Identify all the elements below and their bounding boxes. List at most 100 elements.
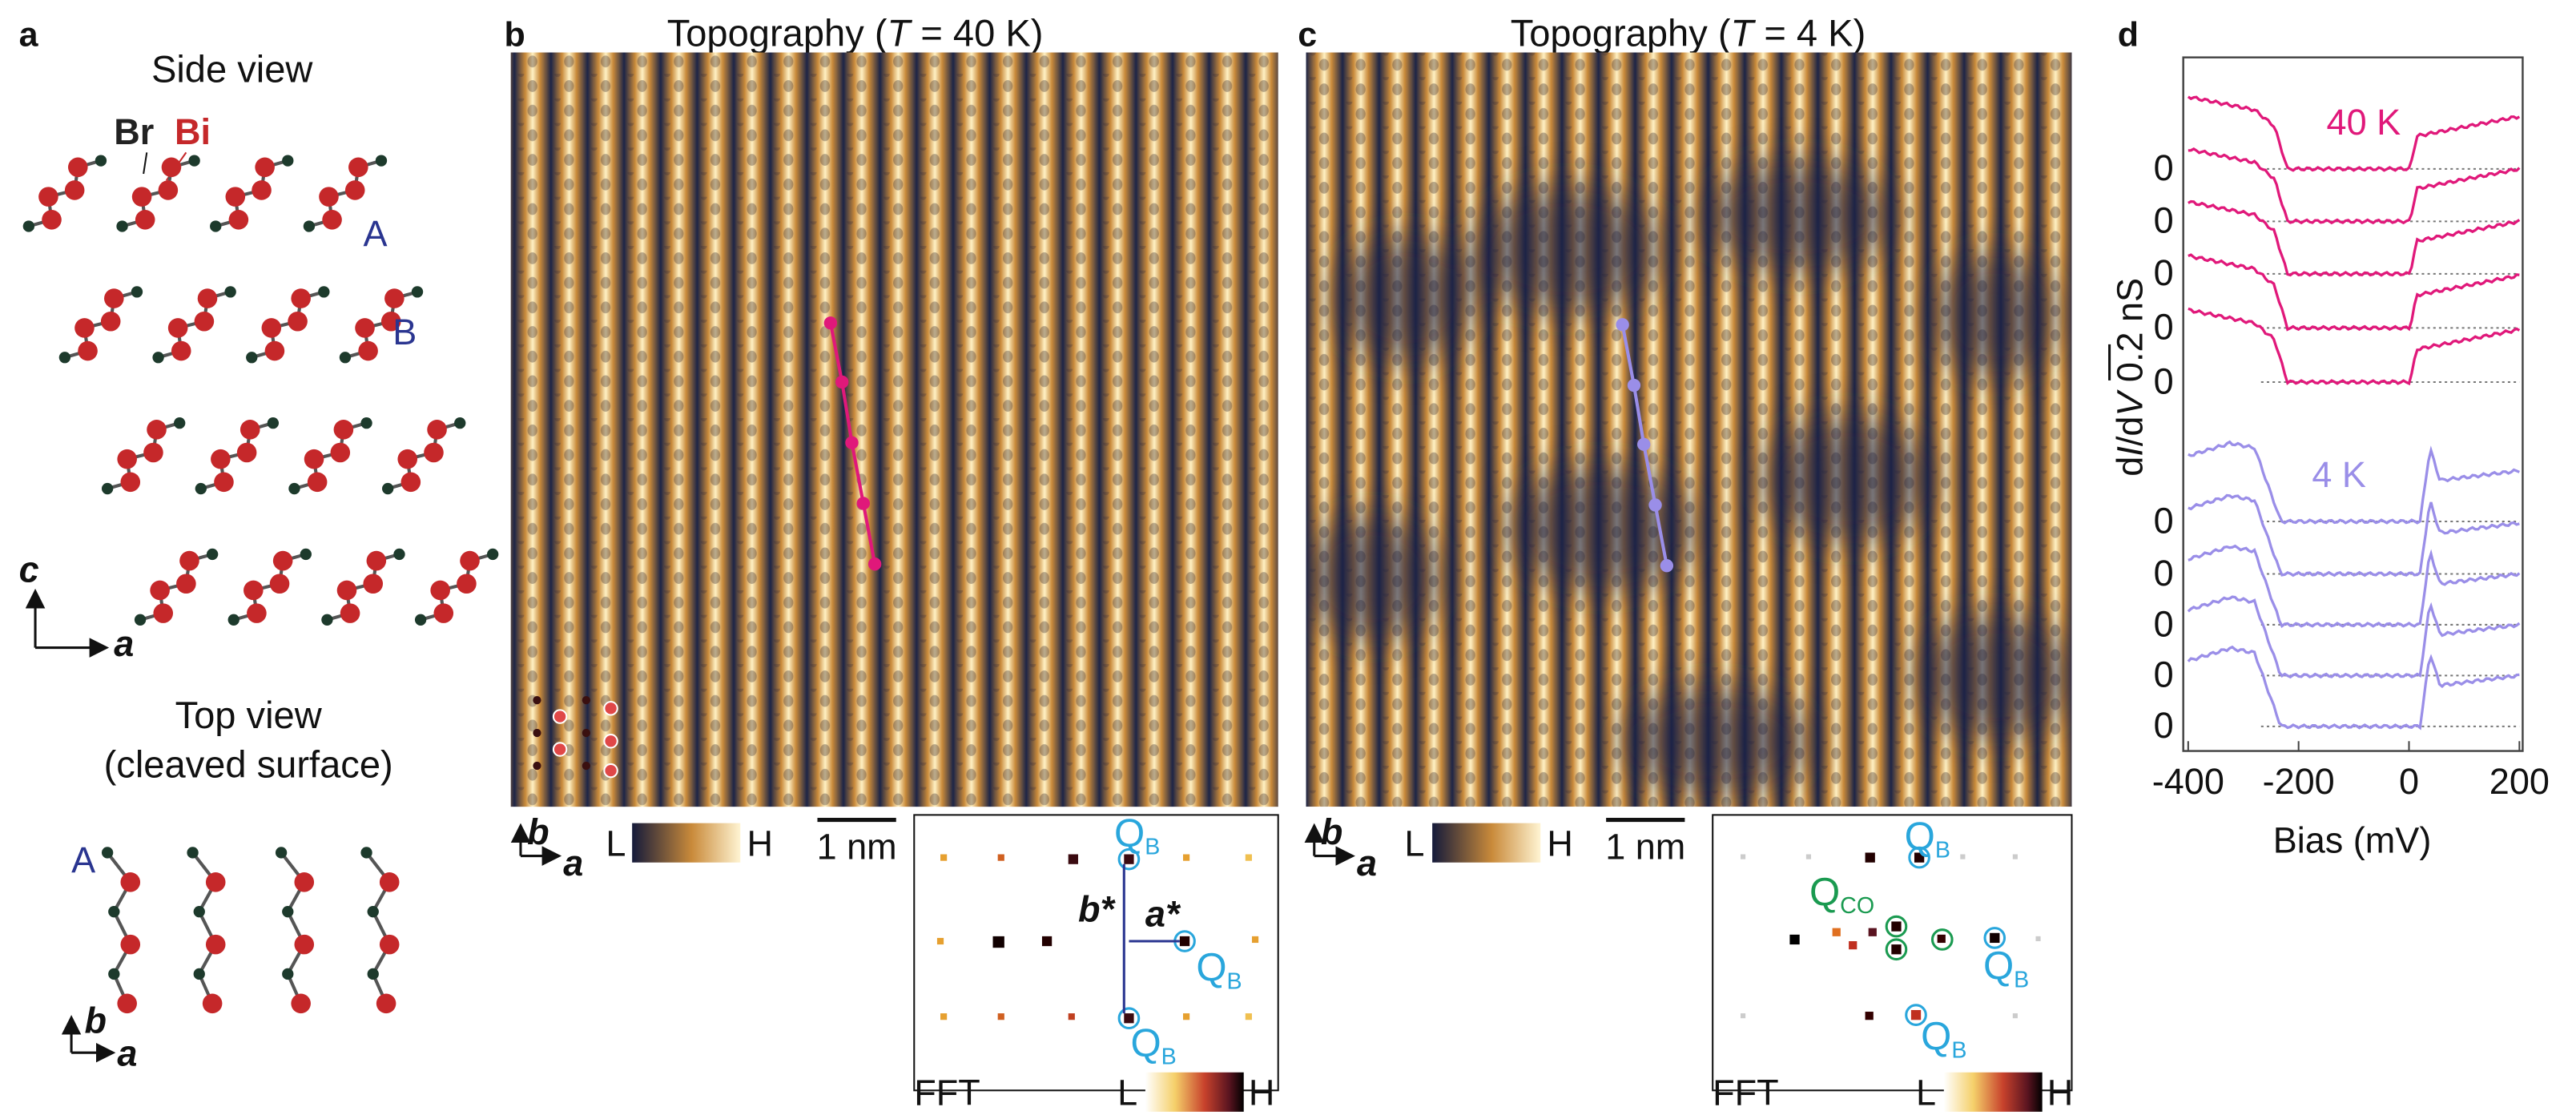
- top-view-chain: [187, 847, 225, 1013]
- baseline-label: 0: [2154, 307, 2174, 348]
- layer-label: A: [71, 839, 95, 880]
- axis-label: b: [1321, 811, 1343, 852]
- spectrum-curve: [2187, 95, 2521, 172]
- panel-letter: d: [2118, 15, 2139, 54]
- side-view-title: Side view: [151, 47, 313, 90]
- molecule: [102, 417, 185, 494]
- colorbar: [1145, 1072, 1244, 1112]
- side-view-structure: [23, 155, 499, 626]
- spectrum-curve: [2188, 253, 2520, 332]
- overlay-atoms: [533, 695, 618, 779]
- molecule: [135, 549, 218, 626]
- spectrum-curve: [2187, 595, 2521, 679]
- q-label: QB: [1114, 811, 1160, 859]
- layer-label: A: [363, 213, 387, 254]
- bi-label: Bi: [175, 111, 211, 152]
- scale-bar-label: 1 nm: [1605, 827, 1685, 867]
- scale-bar-label: 1 nm: [817, 827, 897, 867]
- reciprocal-label: b*: [1078, 888, 1116, 929]
- spectrum-curve: [2188, 307, 2521, 386]
- colorbar-low: L: [606, 823, 626, 864]
- fft-peaks: [1740, 846, 2041, 1026]
- q-label: QB: [1921, 1015, 1966, 1063]
- spectra: 0 0 0 0 0 0 0 0 0 0: [2154, 95, 2521, 746]
- molecule: [152, 286, 235, 363]
- temperature-label: 40 K: [2327, 102, 2401, 143]
- q-label: QB: [1905, 815, 1950, 863]
- panel-letter: b: [505, 15, 525, 54]
- chain-marker: [823, 316, 882, 571]
- fft-image: [913, 814, 1279, 1092]
- molecule: [116, 155, 199, 231]
- temperature-label: 4 K: [2312, 454, 2366, 495]
- baseline-label: 0: [2154, 553, 2174, 594]
- axis-label: b: [527, 811, 549, 852]
- colorbar-high: H: [1249, 1073, 1275, 1113]
- panel-title: Topography (T = 4 K): [1511, 11, 1866, 54]
- baseline-label: 0: [2154, 200, 2174, 241]
- panel-title: Topography (T = 40 K): [667, 11, 1044, 54]
- baseline-label: 0: [2154, 654, 2174, 695]
- plot-frame: [2182, 56, 2524, 752]
- spectrum-curve: [2188, 199, 2521, 277]
- top-view-chain: [276, 847, 314, 1013]
- molecule: [228, 549, 312, 626]
- x-tick-label: -200: [2263, 761, 2335, 802]
- baseline-label: 0: [2154, 252, 2174, 293]
- x-tick-label: 0: [2399, 761, 2419, 802]
- molecule: [195, 417, 279, 494]
- fft-label: FFT: [914, 1073, 980, 1113]
- top-view-chain: [360, 847, 399, 1013]
- molecule: [288, 417, 372, 494]
- panel-letter: a: [19, 15, 39, 54]
- x-tick-label: 200: [2489, 761, 2550, 802]
- molecule: [382, 417, 465, 494]
- molecule: [321, 549, 405, 626]
- axis-label: b: [84, 1000, 106, 1041]
- spectrum-curve: [2188, 493, 2520, 578]
- x-axis-label: Bias (mV): [2273, 819, 2432, 860]
- q-label: QB: [1196, 946, 1242, 994]
- colorbar: [632, 823, 741, 863]
- layer-label: B: [392, 312, 417, 352]
- spectrum-curve: [2188, 147, 2521, 225]
- axis-label: a: [117, 1033, 137, 1074]
- baseline-label: 0: [2154, 603, 2174, 644]
- charge-order-contrast: [1306, 159, 2072, 799]
- colorbar: [1432, 823, 1541, 863]
- chain-marker: [1616, 318, 1674, 573]
- baseline-label: 0: [2154, 147, 2174, 188]
- br-label: Br: [114, 111, 154, 152]
- panel-letter: c: [1298, 15, 1317, 54]
- colorbar-low: L: [1404, 823, 1424, 864]
- spectrum-curve: [2188, 544, 2521, 629]
- colorbar-high: H: [747, 823, 773, 864]
- axis-label: a: [563, 843, 583, 884]
- reciprocal-label: a*: [1145, 894, 1181, 935]
- top-view-title: Top view: [175, 694, 323, 736]
- colorbar: [1943, 1072, 2043, 1112]
- baseline-label: 0: [2154, 705, 2174, 746]
- axis-label: c: [19, 549, 39, 590]
- colorbar-low: L: [1117, 1073, 1137, 1113]
- y-axis-label: dI/dV 0.2 nS: [2110, 278, 2151, 477]
- colorbar-high: H: [2047, 1073, 2074, 1113]
- spectrum-curve: [2187, 645, 2520, 731]
- molecule: [246, 286, 329, 363]
- q-label: QB: [1983, 944, 2029, 992]
- molecule: [415, 549, 498, 626]
- molecule: [59, 286, 143, 363]
- colorbar-low: L: [1916, 1073, 1936, 1113]
- x-tick-label: -400: [2152, 761, 2224, 802]
- stm-texture: [510, 52, 1278, 807]
- pointer: [143, 152, 148, 175]
- top-view-subtitle: (cleaved surface): [104, 743, 393, 785]
- top-view-chain: [102, 847, 140, 1013]
- fft-peaks: [936, 847, 1259, 1030]
- q-label: QB: [1130, 1021, 1176, 1069]
- molecule: [23, 155, 107, 231]
- axis-label: a: [1357, 843, 1377, 884]
- baseline-label: 0: [2154, 500, 2174, 541]
- baseline-label: 0: [2154, 360, 2174, 401]
